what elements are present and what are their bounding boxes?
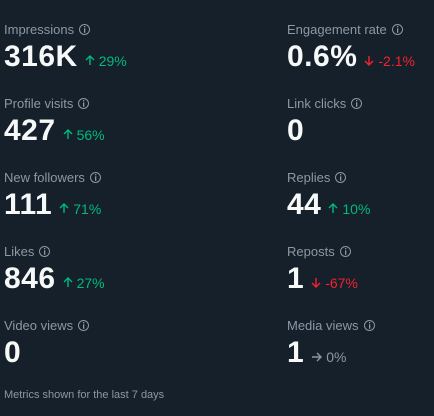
metric-impressions: Impressions 316K 29% <box>4 20 287 94</box>
metric-value: 1 <box>287 336 305 369</box>
info-icon[interactable] <box>335 171 347 183</box>
metric-change-text: 0% <box>326 349 347 365</box>
arrow-down-icon <box>364 55 374 66</box>
info-icon[interactable] <box>78 319 90 331</box>
metric-value: 0.6% <box>287 40 358 73</box>
info-icon[interactable] <box>78 97 90 109</box>
metric-value: 316K <box>4 40 78 73</box>
metric-value: 0 <box>287 114 305 147</box>
metric-engagement-rate: Engagement rate 0.6% -2.1% <box>287 20 427 94</box>
metric-change-text: 10% <box>342 200 371 217</box>
metric-value: 1 <box>287 262 305 295</box>
arrow-up-icon <box>63 277 73 288</box>
metric-change: 27% <box>63 275 105 291</box>
metric-video-views: Video views 0 <box>4 316 287 390</box>
info-icon[interactable] <box>363 319 375 331</box>
metric-label: Replies <box>287 169 331 185</box>
metric-label: Profile visits <box>4 95 74 111</box>
metric-change: -2.1% <box>364 53 415 69</box>
info-icon[interactable] <box>39 245 51 257</box>
arrow-up-icon <box>85 55 95 66</box>
metric-change: 0% <box>311 349 346 365</box>
metric-change-text: 27% <box>76 274 105 291</box>
metric-change: -67% <box>311 275 358 291</box>
arrow-right-icon <box>311 352 323 362</box>
metric-value: 846 <box>4 262 56 295</box>
arrow-up-icon <box>328 203 338 214</box>
arrow-up-icon <box>63 129 73 140</box>
info-icon[interactable] <box>351 97 363 109</box>
metric-value: 0 <box>4 336 22 369</box>
metric-label: Reposts <box>287 243 335 259</box>
arrow-up-icon <box>59 203 69 214</box>
metric-change-text: -67% <box>325 274 358 291</box>
metric-change: 10% <box>328 201 370 217</box>
info-icon[interactable] <box>79 23 91 35</box>
info-icon[interactable] <box>391 23 403 35</box>
metric-new-followers: New followers 111 71% <box>4 168 287 242</box>
metric-change-text: 29% <box>98 52 127 69</box>
metric-change-text: -2.1% <box>378 52 415 69</box>
metric-change: 71% <box>59 201 101 217</box>
metric-label: Engagement rate <box>287 21 387 37</box>
metric-label: Media views <box>287 317 359 333</box>
metric-likes: Likes 846 27% <box>4 242 287 316</box>
metric-profile-visits: Profile visits 427 56% <box>4 94 287 168</box>
metric-value: 427 <box>4 114 56 147</box>
metric-change-text: 71% <box>73 200 102 217</box>
metric-label: Likes <box>4 243 35 259</box>
metrics-grid: Impressions 316K 29% Engagement rate 0.6%… <box>4 20 427 390</box>
metric-value: 111 <box>4 188 53 221</box>
info-icon[interactable] <box>89 171 101 183</box>
info-icon[interactable] <box>339 245 351 257</box>
metric-value: 44 <box>287 188 322 221</box>
metric-label: Impressions <box>4 21 75 37</box>
metric-media-views: Media views 1 0% <box>287 316 427 390</box>
metric-replies: Replies 44 10% <box>287 168 427 242</box>
metric-link-clicks: Link clicks 0 <box>287 94 427 168</box>
arrow-down-icon <box>311 277 321 288</box>
footer-note: Metrics shown for the last 7 days <box>4 389 165 401</box>
metric-reposts: Reposts 1 -67% <box>287 242 427 316</box>
metric-change: 56% <box>63 127 105 143</box>
metric-label: New followers <box>4 169 85 185</box>
metric-change-text: 56% <box>76 126 105 143</box>
metric-label: Link clicks <box>287 95 347 111</box>
metric-label: Video views <box>4 317 74 333</box>
metric-change: 29% <box>85 53 127 69</box>
